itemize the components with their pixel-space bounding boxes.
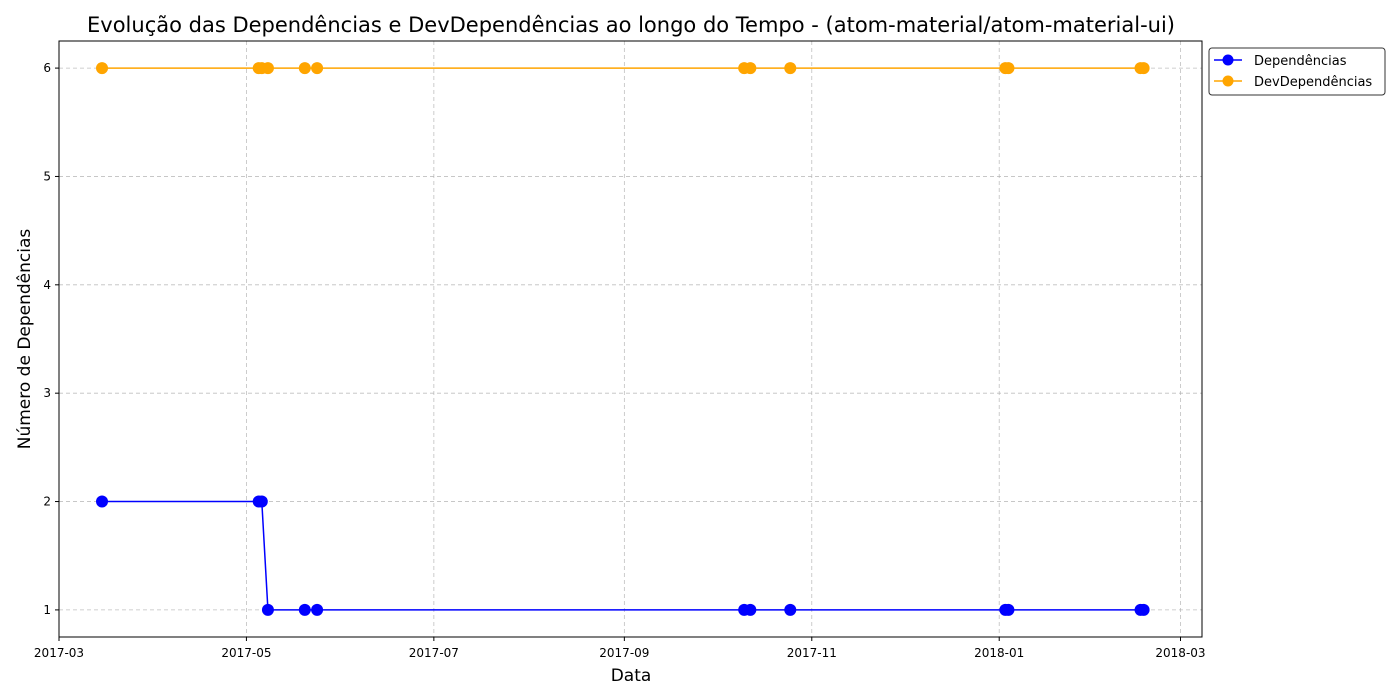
data-point-dependencias [298, 603, 311, 616]
legend-marker-dependencias [1222, 54, 1234, 66]
x-tick-label: 2017-05 [221, 646, 271, 660]
y-tick-label: 4 [43, 278, 51, 292]
legend-box [1208, 47, 1386, 96]
y-tick-label: 5 [43, 169, 51, 183]
y-tick-label: 2 [43, 495, 51, 509]
x-tick-label: 2017-07 [409, 646, 459, 660]
plot-frame [58, 40, 1203, 638]
y-tick-label: 6 [43, 61, 51, 75]
data-point-dependencias [261, 603, 274, 616]
legend-label-dependencias: Dependências [1254, 54, 1347, 69]
y-tick-label: 3 [43, 386, 51, 400]
data-point-devdependencias [744, 62, 757, 75]
data-point-dependencias [744, 603, 757, 616]
data-point-dependencias [784, 603, 797, 616]
data-point-devdependencias [261, 62, 274, 75]
y-axis-label: Número de Dependências [15, 229, 35, 450]
x-axis-label: Data [611, 666, 652, 686]
data-point-devdependencias [96, 62, 109, 75]
data-point-devdependencias [784, 62, 797, 75]
x-axis: 2017-03 2017-05 2017-07 2017-09 2017-11 2018-… [34, 637, 1206, 660]
x-tick-label: 2017-11 [787, 646, 837, 660]
legend: Dependências DevDependências [1208, 47, 1386, 96]
data-point-dependencias [1137, 603, 1150, 616]
data-point-devdependencias [311, 62, 324, 75]
series-layer [96, 62, 1150, 616]
x-tick-label: 2017-09 [599, 646, 649, 660]
y-axis: 1 2 3 4 5 6 [43, 61, 59, 617]
legend-label-devdependencias: DevDependências [1254, 75, 1372, 90]
data-point-dependencias [96, 495, 109, 508]
data-point-devdependencias [1137, 62, 1150, 75]
x-tick-label: 2018-01 [974, 646, 1024, 660]
data-point-devdependencias [298, 62, 311, 75]
data-point-dependencias [1002, 603, 1015, 616]
legend-marker-devdependencias [1222, 75, 1234, 87]
data-point-dependencias [255, 495, 268, 508]
x-tick-label: 2018-03 [1155, 646, 1205, 660]
x-tick-label: 2017-03 [34, 646, 84, 660]
data-point-dependencias [311, 603, 324, 616]
data-point-devdependencias [1002, 62, 1015, 75]
chart-title: Evolução das Dependências e DevDependênc… [87, 13, 1175, 37]
y-tick-label: 1 [43, 603, 51, 617]
